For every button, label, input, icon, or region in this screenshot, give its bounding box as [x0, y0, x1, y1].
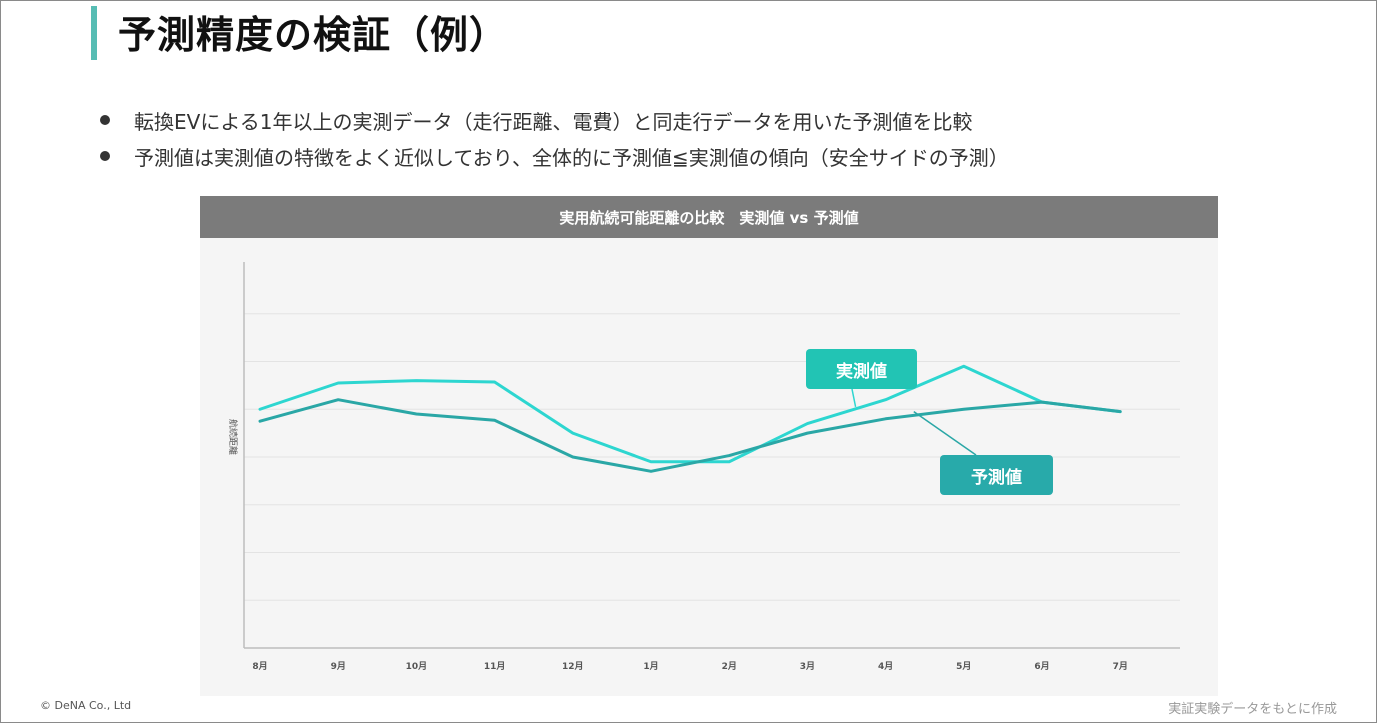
x-tick-label: 9月: [331, 661, 346, 672]
callout-leader-actual: [851, 388, 857, 408]
copyright: © DeNA Co., Ltd: [40, 699, 132, 712]
x-tick-label: 6月: [1034, 661, 1049, 672]
callout-leader-predicted: [913, 411, 977, 456]
chart-title: 実用航続可能距離の比較 実測値 vs 予測値: [200, 196, 1218, 238]
slide-title: 予測精度の検証（例）: [118, 13, 509, 57]
bullet-dot-icon: [100, 151, 110, 161]
bullet-list: 転換EVによる1年以上の実測データ（走行距離、電費）と同走行データを用いた予測値…: [100, 102, 1009, 174]
x-tick-label: 5月: [956, 661, 971, 672]
x-tick-label: 12月: [562, 661, 584, 672]
x-tick-label: 8月: [252, 661, 267, 672]
series-line-predicted: [258, 398, 1122, 473]
source-note: 実証実験データをもとに作成: [1168, 702, 1337, 717]
chart-panel: 実用航続可能距離の比較 実測値 vs 予測値 航続距離 8月 9月 10月 11月 12月…: [200, 196, 1218, 696]
x-tick-label: 7月: [1113, 661, 1128, 672]
y-axis-label: 航続距離: [227, 419, 239, 455]
callout-actual: 実測値: [806, 349, 917, 389]
x-tick-label: 1月: [643, 661, 658, 672]
x-tick-label: 4月: [878, 661, 893, 672]
x-tick-label: 2月: [722, 661, 737, 672]
bullet-item: 予測値は実測値の特徴をよく近似しており、全体的に予測値≦実測値の傾向（安全サイド…: [100, 138, 1009, 174]
series-line-actual: [258, 364, 1122, 464]
bullet-item: 転換EVによる1年以上の実測データ（走行距離、電費）と同走行データを用いた予測値…: [100, 102, 1009, 138]
bullet-dot-icon: [100, 115, 110, 125]
callout-predicted: 予測値: [940, 455, 1053, 495]
bullet-text: 予測値は実測値の特徴をよく近似しており、全体的に予測値≦実測値の傾向（安全サイド…: [134, 145, 1009, 170]
line-chart: 航続距離 8月 9月 10月 11月 12月 1月 2月 3月 4月 5月 6月 7月: [227, 262, 1180, 672]
x-tick-label: 10月: [406, 661, 428, 672]
x-tick-label: 3月: [800, 661, 815, 672]
bullet-text: 転換EVによる1年以上の実測データ（走行距離、電費）と同走行データを用いた予測値…: [134, 109, 973, 134]
title-accent-bar: [91, 6, 97, 60]
x-tick-label: 11月: [484, 661, 506, 672]
